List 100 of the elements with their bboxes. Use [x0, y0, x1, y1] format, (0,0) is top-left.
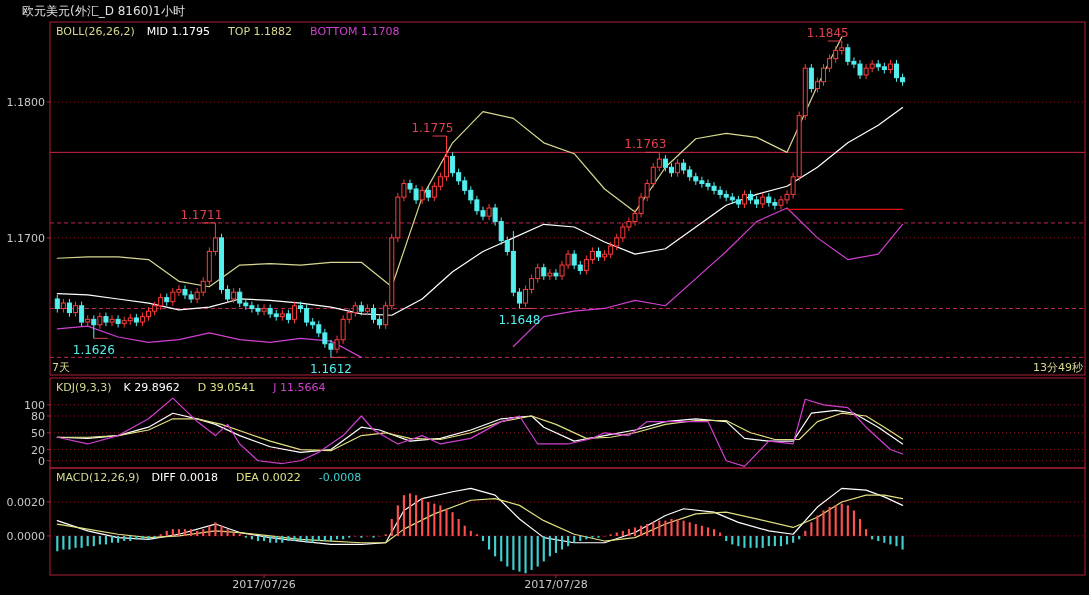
bar	[877, 535, 880, 542]
bar	[846, 505, 849, 536]
y-tick-label: 0	[38, 454, 45, 468]
chart-subtitle: KDJ(9,3,3)	[56, 381, 112, 394]
bar	[123, 535, 126, 542]
bar	[646, 524, 649, 536]
candlestick	[91, 314, 97, 339]
bar	[828, 507, 831, 536]
bar	[749, 535, 752, 548]
bar	[658, 520, 661, 536]
bar	[457, 518, 460, 536]
y-tick-label: 80	[31, 410, 45, 424]
bar	[445, 508, 448, 536]
text: D 39.0541	[197, 381, 256, 394]
x-tick-label: 2017/07/26	[232, 578, 296, 591]
bar	[804, 530, 807, 536]
text: DIFF 0.0018	[151, 471, 218, 484]
y-tick-label: 0.0000	[6, 529, 45, 543]
bar	[421, 498, 424, 536]
bar	[281, 535, 284, 543]
bar	[548, 535, 551, 557]
bar	[767, 535, 770, 547]
bar	[269, 535, 272, 543]
bar	[579, 535, 582, 542]
bar	[256, 535, 260, 542]
bar	[530, 535, 533, 570]
bar	[554, 535, 558, 553]
bar	[329, 535, 333, 542]
bar	[627, 529, 630, 536]
candlestick	[547, 268, 553, 281]
bar	[293, 535, 296, 542]
text: BOTTOM 1.1708	[310, 25, 400, 38]
bar	[74, 535, 77, 548]
bar	[481, 535, 485, 542]
annotation: 13分49秒	[1033, 361, 1083, 374]
bar	[494, 535, 497, 557]
bar	[439, 505, 442, 536]
y-tick-label: 1.1800	[6, 96, 45, 110]
candlestick	[97, 312, 103, 330]
annotation: 1.1648	[498, 313, 541, 328]
bar	[68, 535, 71, 550]
bar	[694, 524, 697, 536]
bar	[834, 505, 837, 536]
bar	[147, 535, 150, 540]
bar	[712, 529, 716, 536]
bar	[451, 512, 454, 536]
y-tick-label: 50	[31, 426, 45, 440]
y-tick-label: 100	[24, 398, 45, 412]
chart-title: 欧元美元(外汇_D 8160)1小时	[22, 4, 185, 18]
chart-subtitle: BOLL(26,26,2)	[56, 25, 135, 38]
chart-subtitle: MACD(12,26,9)	[56, 471, 140, 484]
bar	[524, 535, 527, 574]
bar	[190, 529, 193, 536]
bar	[567, 535, 570, 547]
candlestick	[109, 314, 115, 327]
bar	[512, 535, 515, 570]
bar	[463, 525, 466, 536]
bar	[506, 535, 509, 567]
bar	[220, 525, 223, 536]
bar	[56, 535, 59, 552]
bar	[858, 518, 862, 536]
annotation: 1.1845	[806, 26, 849, 41]
annotation: 1.1612	[309, 362, 352, 377]
bar	[822, 510, 825, 536]
bar	[208, 525, 211, 536]
bar	[86, 535, 89, 547]
bar	[262, 535, 266, 542]
y-tick-label: 20	[31, 443, 45, 457]
bar	[840, 503, 843, 536]
bar	[852, 510, 855, 536]
bar	[664, 520, 667, 536]
bar	[202, 529, 205, 536]
bar	[323, 535, 326, 542]
bar	[652, 522, 655, 536]
bar	[542, 535, 545, 562]
candlestick	[261, 303, 267, 316]
bar	[183, 529, 187, 536]
bar	[62, 535, 65, 550]
bar	[110, 535, 114, 543]
bar	[725, 535, 728, 542]
bar	[129, 535, 132, 542]
bar	[487, 535, 491, 550]
annotation: 1.1711	[180, 207, 223, 222]
bar	[792, 535, 795, 543]
bar	[901, 535, 904, 550]
annotation: 1.1626	[72, 343, 115, 358]
candlestick	[808, 63, 814, 94]
bar	[469, 530, 472, 536]
bar	[755, 535, 758, 548]
bar	[214, 522, 217, 536]
line-series	[56, 494, 904, 544]
candlestick	[486, 203, 492, 221]
line-series	[56, 106, 904, 316]
bar	[883, 535, 886, 543]
bar	[311, 535, 314, 543]
bar	[816, 515, 819, 536]
bar	[865, 529, 868, 536]
bar	[117, 535, 120, 543]
text: DEA 0.0022	[235, 471, 301, 484]
bar	[706, 527, 710, 536]
